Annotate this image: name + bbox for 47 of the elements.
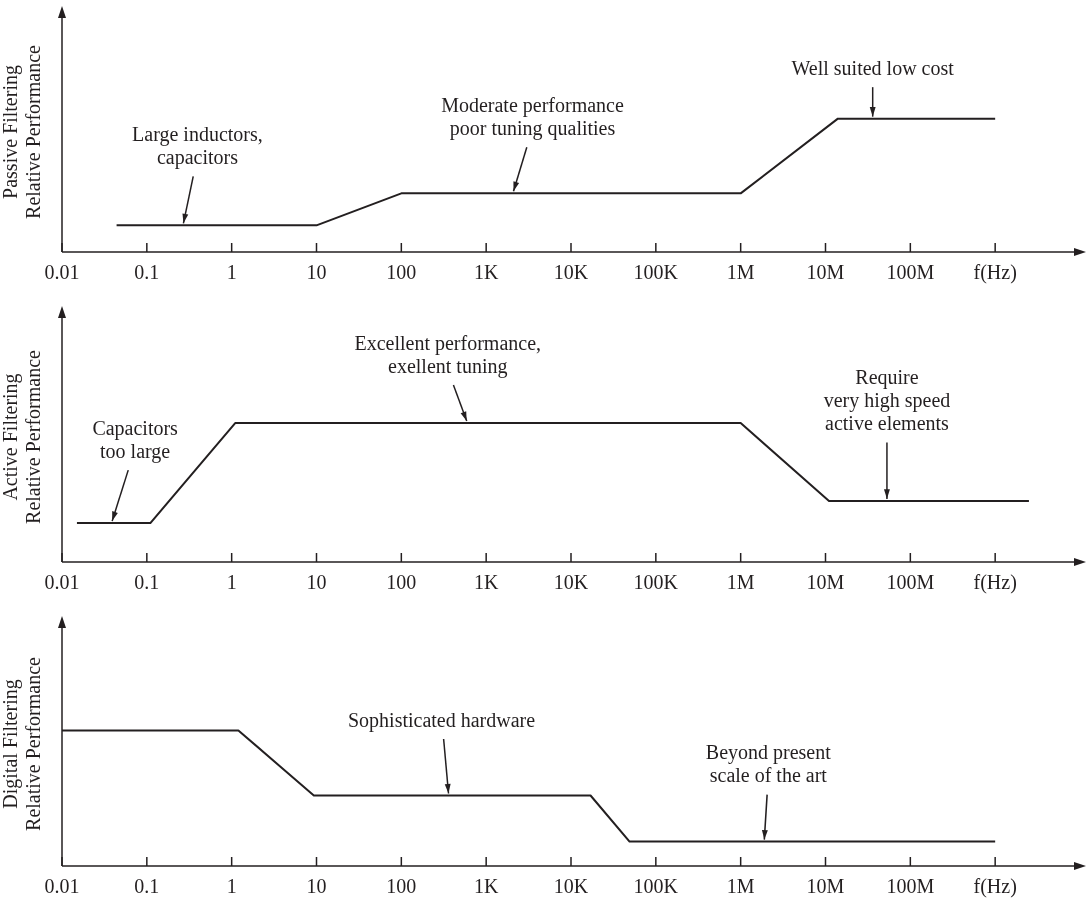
- x-tick-label: 0.01: [44, 261, 80, 284]
- x-tick-label: 0.1: [134, 571, 160, 594]
- x-tick-label: 10: [306, 875, 327, 898]
- x-tick-label: 100: [386, 875, 417, 898]
- x-tick-label: 100M: [886, 875, 935, 898]
- x-tick-label: 10: [306, 571, 327, 594]
- x-tick-label: 1M: [726, 261, 755, 284]
- annotation: Large inductors, capacitors: [132, 123, 263, 170]
- x-tick-label: 1K: [473, 571, 499, 594]
- x-tick-label: f(Hz): [973, 261, 1017, 285]
- x-tick-label: 1K: [473, 261, 499, 284]
- y-axis-title: Active Filtering Relative Performance: [0, 349, 44, 524]
- annotation: Excellent performance, exellent tuning: [354, 331, 542, 378]
- x-tick-label: 10K: [553, 875, 589, 898]
- x-tick-label: 10M: [806, 261, 845, 284]
- x-tick-label: 100M: [886, 571, 935, 594]
- x-tick-label: 100K: [633, 261, 679, 284]
- annotation: Require very high speed active elements: [823, 366, 951, 435]
- x-tick-label: 1M: [726, 571, 755, 594]
- x-tick-label: 10M: [806, 875, 845, 898]
- x-tick-label: 10: [306, 261, 327, 284]
- x-tick-label: 100M: [886, 261, 935, 284]
- x-tick-label: 10K: [553, 261, 589, 284]
- x-tick-label: 100K: [633, 875, 679, 898]
- x-tick-label: 0.01: [44, 571, 80, 594]
- x-tick-label: f(Hz): [973, 875, 1017, 899]
- annotation: Beyond present scale of the art: [705, 741, 832, 787]
- x-tick-label: 0.1: [134, 261, 160, 284]
- x-tick-label: 100: [386, 261, 417, 284]
- annotation: Well suited low cost: [791, 56, 955, 79]
- x-tick-label: 0.1: [134, 875, 160, 898]
- x-tick-label: 1: [226, 261, 237, 284]
- x-tick-label: 0.01: [44, 875, 80, 898]
- x-tick-label: 100: [386, 571, 417, 594]
- annotation: Moderate performance poor tuning qualities: [441, 94, 624, 141]
- y-axis-title: Passive Filtering Relative Performance: [0, 44, 44, 219]
- annotation: Sophisticated hardware: [347, 708, 536, 732]
- x-tick-label: 1: [226, 875, 237, 898]
- x-tick-label: 1M: [726, 875, 755, 898]
- annotation: Capacitors too large: [92, 416, 179, 463]
- x-tick-label: 10K: [553, 571, 589, 594]
- x-tick-label: 100K: [633, 571, 679, 594]
- x-tick-label: f(Hz): [973, 571, 1017, 595]
- x-tick-label: 1K: [473, 875, 499, 898]
- x-tick-label: 1: [226, 571, 237, 594]
- y-axis-title: Digital Filtering Relative Performance: [0, 656, 44, 831]
- x-tick-label: 10M: [806, 571, 845, 594]
